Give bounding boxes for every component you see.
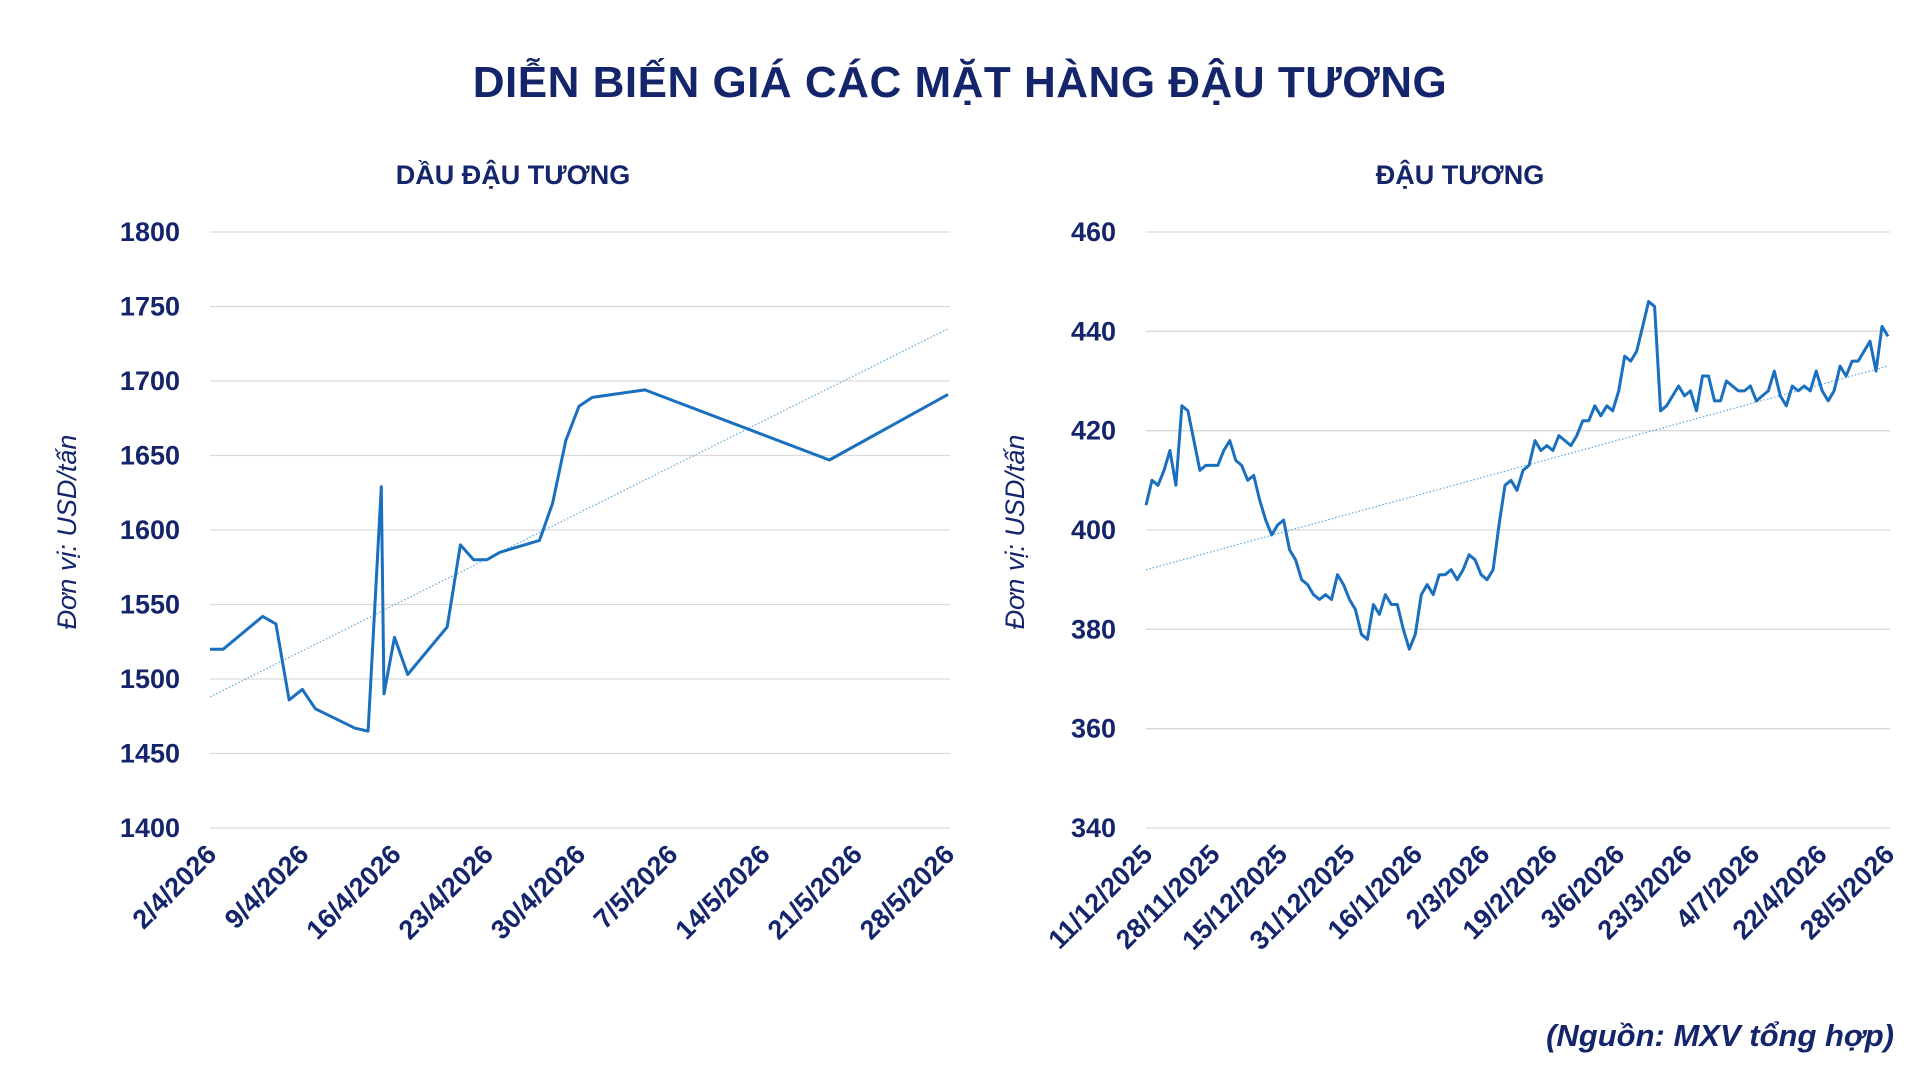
y-tick-label: 1500 xyxy=(120,664,180,694)
y-tick-label: 360 xyxy=(1071,714,1116,744)
y-tick-label: 400 xyxy=(1071,515,1116,545)
page-title: DIỄN BIẾN GIÁ CÁC MẶT HÀNG ĐẬU TƯƠNG xyxy=(472,58,1448,107)
y-tick-label: 380 xyxy=(1071,614,1116,644)
y-tick-label: 1700 xyxy=(120,366,180,396)
y-tick-label: 460 xyxy=(1071,217,1116,247)
x-tick-label: 28/5/2026 xyxy=(854,839,960,945)
soybean-oil-chart: DẦU ĐẬU TƯƠNG Đơn vị: USD/tấn 1400 1450 15… xyxy=(52,159,960,945)
y-tick-label: 420 xyxy=(1071,416,1116,446)
y-tick-labels: 340 360 380 400 420 440 460 xyxy=(1071,217,1116,843)
x-tick-label: 2/4/2026 xyxy=(127,839,223,935)
x-tick-label: 23/4/2026 xyxy=(393,839,499,945)
x-tick-label: 14/5/2026 xyxy=(670,839,776,945)
charts-canvas: DẦU ĐẬU TƯƠNG Đơn vị: USD/tấn 1400 1450 15… xyxy=(52,159,1900,956)
trend-line xyxy=(209,328,949,698)
y-tick-label: 440 xyxy=(1071,316,1116,346)
x-tick-labels: 2/4/20269/4/202616/4/202623/4/202630/4/2… xyxy=(127,839,961,945)
y-tick-label: 1400 xyxy=(120,813,180,843)
y-tick-label: 1750 xyxy=(120,292,180,322)
x-tick-label: 21/5/2026 xyxy=(762,839,868,945)
y-tick-label: 340 xyxy=(1071,813,1116,843)
y-axis-label: Đơn vị: USD/tấn xyxy=(1000,435,1030,630)
series-line xyxy=(210,388,949,733)
x-tick-label: 30/4/2026 xyxy=(485,839,591,945)
gridlines xyxy=(1146,231,1890,829)
y-tick-label: 1600 xyxy=(120,515,180,545)
series-line xyxy=(1144,300,1890,651)
x-tick-labels: 11/12/202528/11/202515/12/202531/12/2025… xyxy=(1043,839,1901,956)
x-tick-label: 7/5/2026 xyxy=(588,839,684,935)
trend-line xyxy=(1145,365,1889,571)
y-tick-label: 1550 xyxy=(120,590,180,620)
y-axis-label: Đơn vị: USD/tấn xyxy=(52,435,82,630)
chart-title: ĐẬU TƯƠNG xyxy=(1376,159,1544,190)
y-tick-label: 1800 xyxy=(120,217,180,247)
x-tick-label: 16/4/2026 xyxy=(301,839,407,945)
chart-title: DẦU ĐẬU TƯƠNG xyxy=(396,159,630,190)
y-tick-label: 1650 xyxy=(120,441,180,471)
soybean-chart: ĐẬU TƯƠNG Đơn vị: USD/tấn 340 360 380 400 42… xyxy=(1000,159,1900,956)
y-tick-label: 1450 xyxy=(120,739,180,769)
y-tick-labels: 1400 1450 1500 1550 1600 1650 1700 1750 1800 xyxy=(120,217,180,843)
gridlines xyxy=(210,231,950,829)
source-note: (Nguồn: MXV tổng hợp) xyxy=(1546,1018,1894,1053)
x-tick-label: 9/4/2026 xyxy=(219,839,315,935)
